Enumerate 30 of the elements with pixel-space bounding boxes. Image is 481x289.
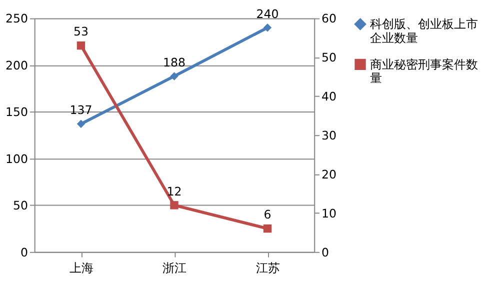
y2-tick-label: 10 xyxy=(321,206,336,220)
data-label: 6 xyxy=(264,208,272,222)
y2-tick-label: 50 xyxy=(321,50,336,65)
legend-label: 科创版、创业板上市企业数量 xyxy=(370,17,478,45)
y-tick-label: 200 xyxy=(6,58,28,72)
y-tick-label: 50 xyxy=(12,198,28,213)
data-label: 137 xyxy=(70,103,92,118)
data-label: 12 xyxy=(166,184,182,198)
y-tick-label: 0 xyxy=(20,245,28,260)
data-label: 240 xyxy=(256,6,279,21)
y2-tick-label: 30 xyxy=(321,128,336,143)
x-tick-label: 江苏 xyxy=(256,261,280,276)
y-tick-label: 150 xyxy=(6,105,28,120)
point xyxy=(76,41,86,50)
x-tick-label: 上海 xyxy=(69,261,94,276)
y2-tick-label: 20 xyxy=(321,167,336,182)
point xyxy=(76,120,86,128)
x-tick-label: 浙江 xyxy=(162,261,187,276)
point xyxy=(263,24,272,32)
y-tick-label: 250 xyxy=(6,12,28,26)
data-label: 188 xyxy=(163,55,186,70)
y2-tick-label: 60 xyxy=(321,12,336,26)
y2-tick-label: 0 xyxy=(321,245,329,260)
point xyxy=(170,201,178,210)
y2-tick-label: 40 xyxy=(321,90,336,104)
legend-label: 商业秘密刑事案件数量 xyxy=(370,57,478,86)
data-label: 53 xyxy=(73,24,88,39)
y-tick-label: 100 xyxy=(6,152,28,166)
point xyxy=(263,224,272,233)
point xyxy=(170,72,178,80)
